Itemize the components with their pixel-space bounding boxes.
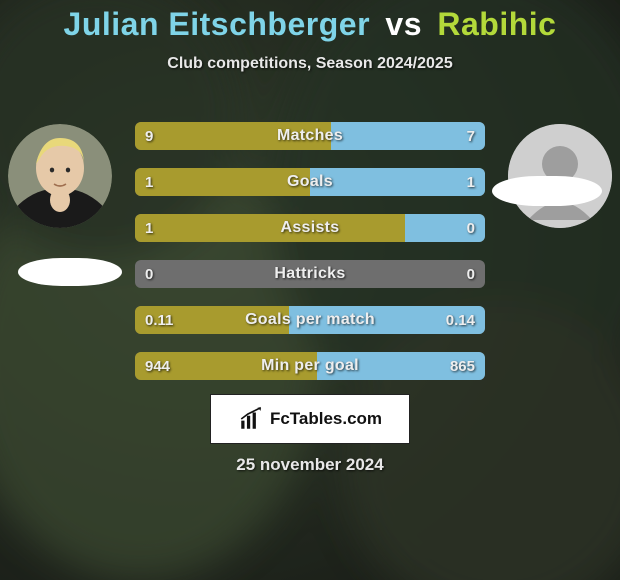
- stat-row: 10Assists: [135, 214, 485, 242]
- stat-label: Matches: [135, 122, 485, 150]
- title-player1: Julian Eitschberger: [64, 6, 370, 42]
- stat-label: Min per goal: [135, 352, 485, 380]
- stat-row: 0.110.14Goals per match: [135, 306, 485, 334]
- title-player2: Rabihic: [437, 6, 556, 42]
- stat-label: Hattricks: [135, 260, 485, 288]
- stat-row: 944865Min per goal: [135, 352, 485, 380]
- avatar-player1: [8, 124, 112, 228]
- brand-logo-icon: [238, 406, 264, 432]
- subtitle: Club competitions, Season 2024/2025: [0, 55, 620, 73]
- brand-box[interactable]: FcTables.com: [210, 394, 410, 444]
- date: 25 november 2024: [0, 455, 620, 475]
- title-vs: vs: [385, 6, 422, 42]
- stat-row: 00Hattricks: [135, 260, 485, 288]
- stat-row: 11Goals: [135, 168, 485, 196]
- stat-row: 97Matches: [135, 122, 485, 150]
- stat-label: Assists: [135, 214, 485, 242]
- name-pill-player2: [492, 176, 602, 206]
- stat-label: Goals: [135, 168, 485, 196]
- brand-text: FcTables.com: [270, 409, 382, 429]
- name-pill-player1: [18, 258, 122, 286]
- comparison-bars: 97Matches 11Goals 10Assists 00Hattricks 0.11…: [135, 122, 485, 398]
- avatar-player2: [508, 124, 612, 228]
- comparison-title: Julian Eitschberger vs Rabihic: [0, 0, 620, 43]
- stat-label: Goals per match: [135, 306, 485, 334]
